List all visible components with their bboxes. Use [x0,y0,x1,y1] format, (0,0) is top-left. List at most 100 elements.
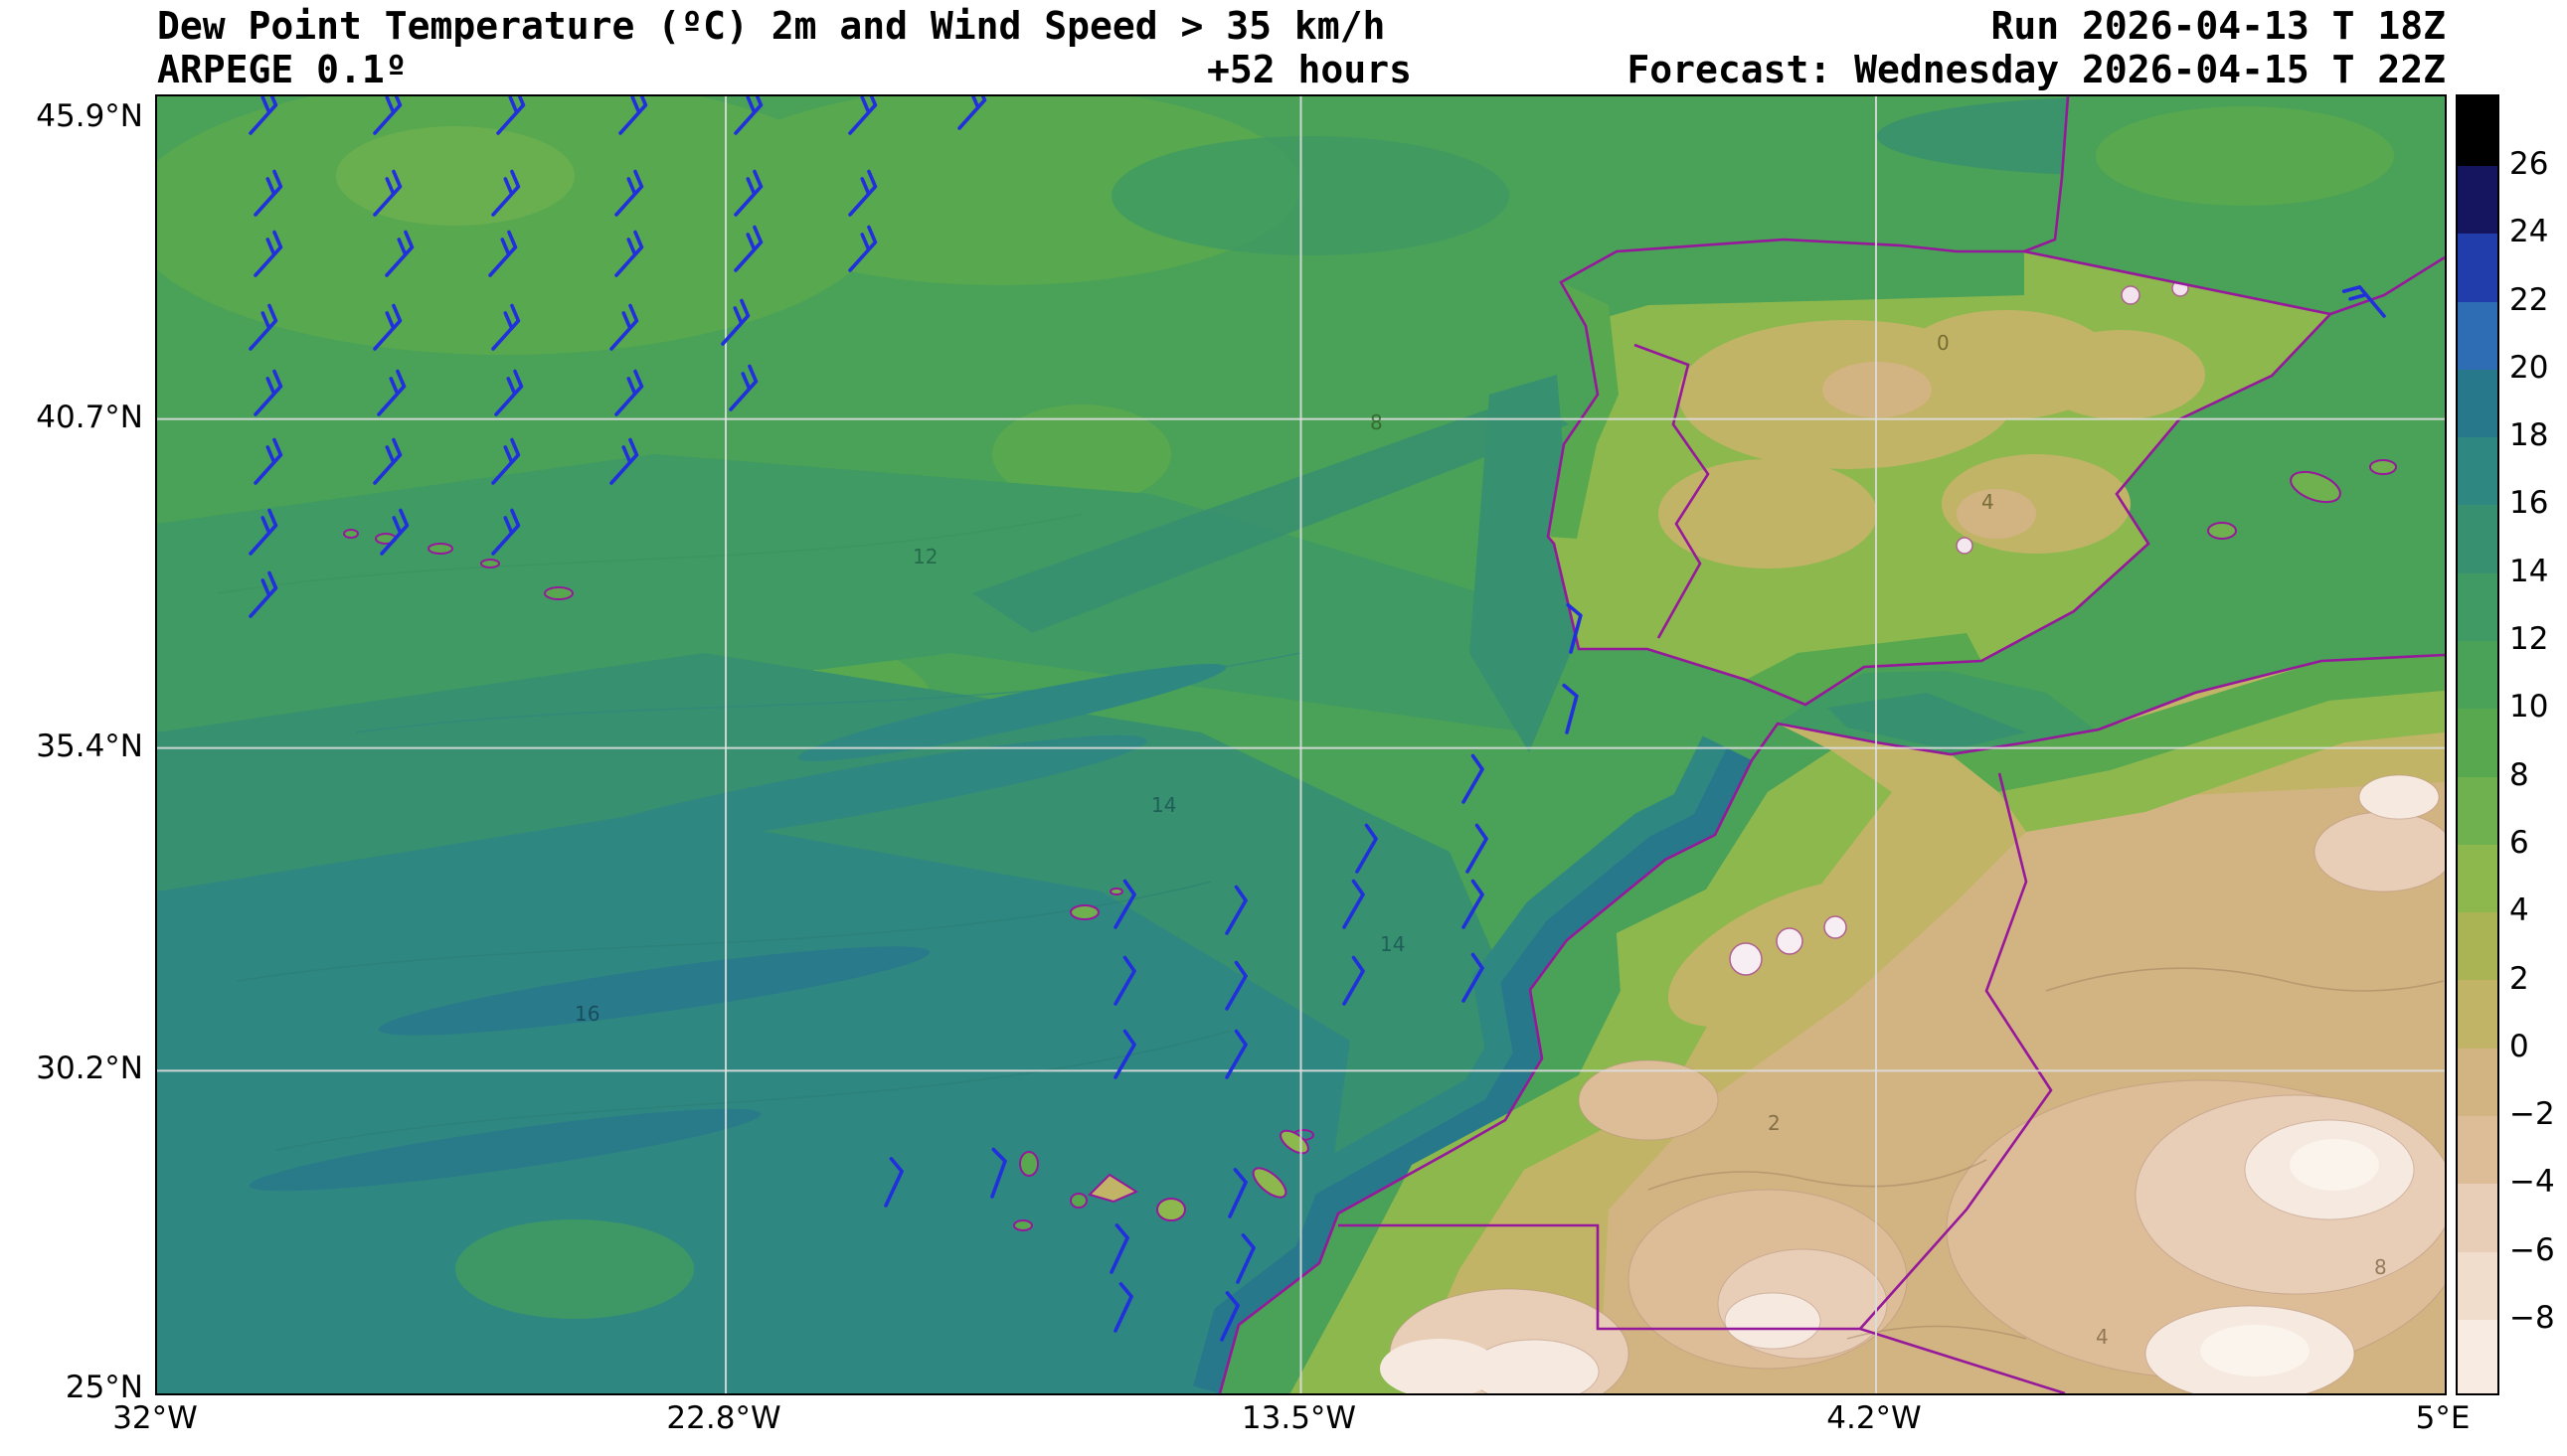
x-axis-tick-label: 32°W [112,1400,198,1436]
africa-coastline [1218,653,2445,1393]
colorbar-tick-label: 0 [2509,1028,2529,1064]
colorbar-segment [2458,1048,2497,1116]
colorbar-tick-label: 22 [2509,281,2549,318]
y-axis-tick-label: 30.2°N [36,1051,143,1087]
la-gomera-island [1070,1193,1088,1209]
gran-canaria-island [1156,1198,1186,1221]
desert-pale-region [1724,1292,1821,1350]
la-palma-island [1019,1151,1039,1177]
desert-pale-region [1380,1339,1499,1393]
coastlines-borders [1218,96,2445,1393]
wind-barb [254,230,283,277]
wind-barb [249,508,278,556]
wind-barb [1465,823,1488,874]
wind-barb [249,303,278,351]
wind-barb [1110,1223,1129,1274]
contour-label: 14 [1380,932,1405,956]
contour-line [216,513,1083,594]
dewpoint-contour-region [455,1219,694,1319]
colorbar-tick-label: −6 [2509,1231,2555,1268]
wind-barb [734,96,764,135]
lead-time-label: +52 hours [1207,48,1412,91]
france-med-coastline [2329,255,2445,316]
meseta-dry-region [1957,489,2036,539]
portugal-spain-border [1633,343,1710,639]
contour-line [2045,967,2445,992]
wind-barb [1562,683,1579,734]
longitude-axis: 32°W 22.8°W 13.5°W 4.2°W 5°E [112,1400,2470,1446]
colorbar-segment [2458,437,2497,506]
dewpoint-map: 12 14 16 14 8 0 4 2 8 4 [157,96,2445,1393]
wind-barb [721,298,751,346]
colorbar-tick-label: 20 [2509,349,2549,386]
wind-barb [2341,285,2386,318]
wind-barb [990,1147,1007,1199]
wind-barb [729,364,759,411]
y-axis-tick-label: 45.9°N [36,98,143,134]
wind-barb [614,230,644,277]
desert-pale-region [2313,811,2445,892]
wind-barb [618,96,648,135]
wind-barb [734,225,764,272]
wind-barb [1113,1029,1136,1079]
contour-label: 8 [1370,410,1383,434]
wind-barb [380,508,410,556]
azores-island [544,586,574,600]
colorbar-segment [2458,980,2497,1049]
andalusia-green [1746,633,1981,705]
colorbar-tick-label: −8 [2509,1300,2555,1336]
colorbar-tick-label: 6 [2509,824,2529,861]
wind-barb [373,96,403,135]
western-sahara-border [1338,1223,2066,1393]
contour-label: 0 [1937,331,1950,355]
wind-barb [1225,1029,1248,1079]
wind-barbs [249,96,2386,1342]
graticule [157,96,2445,1393]
iberia-north-green [1561,240,2024,325]
colorbar-tick-label: 16 [2509,485,2549,522]
colorbar-tick-label: 4 [2509,892,2529,929]
wind-barb [373,303,403,351]
contour-line [1647,1159,1987,1191]
meseta-dry-region [1658,459,1877,568]
dewpoint-contour-region [559,734,1147,850]
colorbar-tick-labels: 26 24 22 20 18 16 14 12 10 8 6 4 2 0 −2 −4 −6 −8 [2509,94,2567,1391]
dewpoint-contour-region [972,395,1569,633]
dewpoint-contour-region [378,946,931,1036]
colorbar-tick-label: 12 [2509,621,2549,658]
ibiza-island [2207,522,2237,540]
contour-label: 2 [1768,1111,1781,1135]
morocco-algeria-border [1859,772,2053,1330]
contour-label: 4 [1981,490,1994,514]
sierra-nevada-patch [1956,537,1973,555]
dewpoint-contour-region [249,1108,762,1192]
y-axis-tick-label: 25°N [65,1370,143,1405]
mediterranean-sea [1827,693,2026,750]
colorbar-tick-label: −2 [2509,1096,2555,1133]
y-axis-tick-label: 35.4°N [36,728,143,764]
model-label: ARPEGE 0.1º [157,48,408,91]
dewpoint-contour-region [1112,136,1509,255]
contour-label: 4 [2096,1325,2109,1349]
portugal-west-green [1548,282,1619,539]
wind-barb [1113,1282,1133,1333]
atlas-snow-patch [1776,927,1803,955]
wind-barb [249,570,278,618]
wind-barb [491,303,521,351]
wind-barb [614,169,644,217]
mallorca-island [2290,470,2341,504]
wind-barb [488,230,518,277]
france-coastline [2023,96,2070,253]
x-axis-tick-label: 13.5°W [1241,1400,1357,1436]
colorbar-segment [2458,96,2497,166]
wind-barb [884,1157,904,1208]
madeira-island [1070,904,1100,920]
wind-barb [373,437,403,485]
colorbar-segment [2458,1184,2497,1252]
tenerife-island [1088,1173,1139,1204]
run-label: Run 2026-04-13 T 18Z [1990,4,2446,48]
wind-barb [1236,1233,1256,1284]
wind-barb [848,225,878,272]
wind-barb [491,437,521,485]
dewpoint-contour-region [336,126,575,226]
